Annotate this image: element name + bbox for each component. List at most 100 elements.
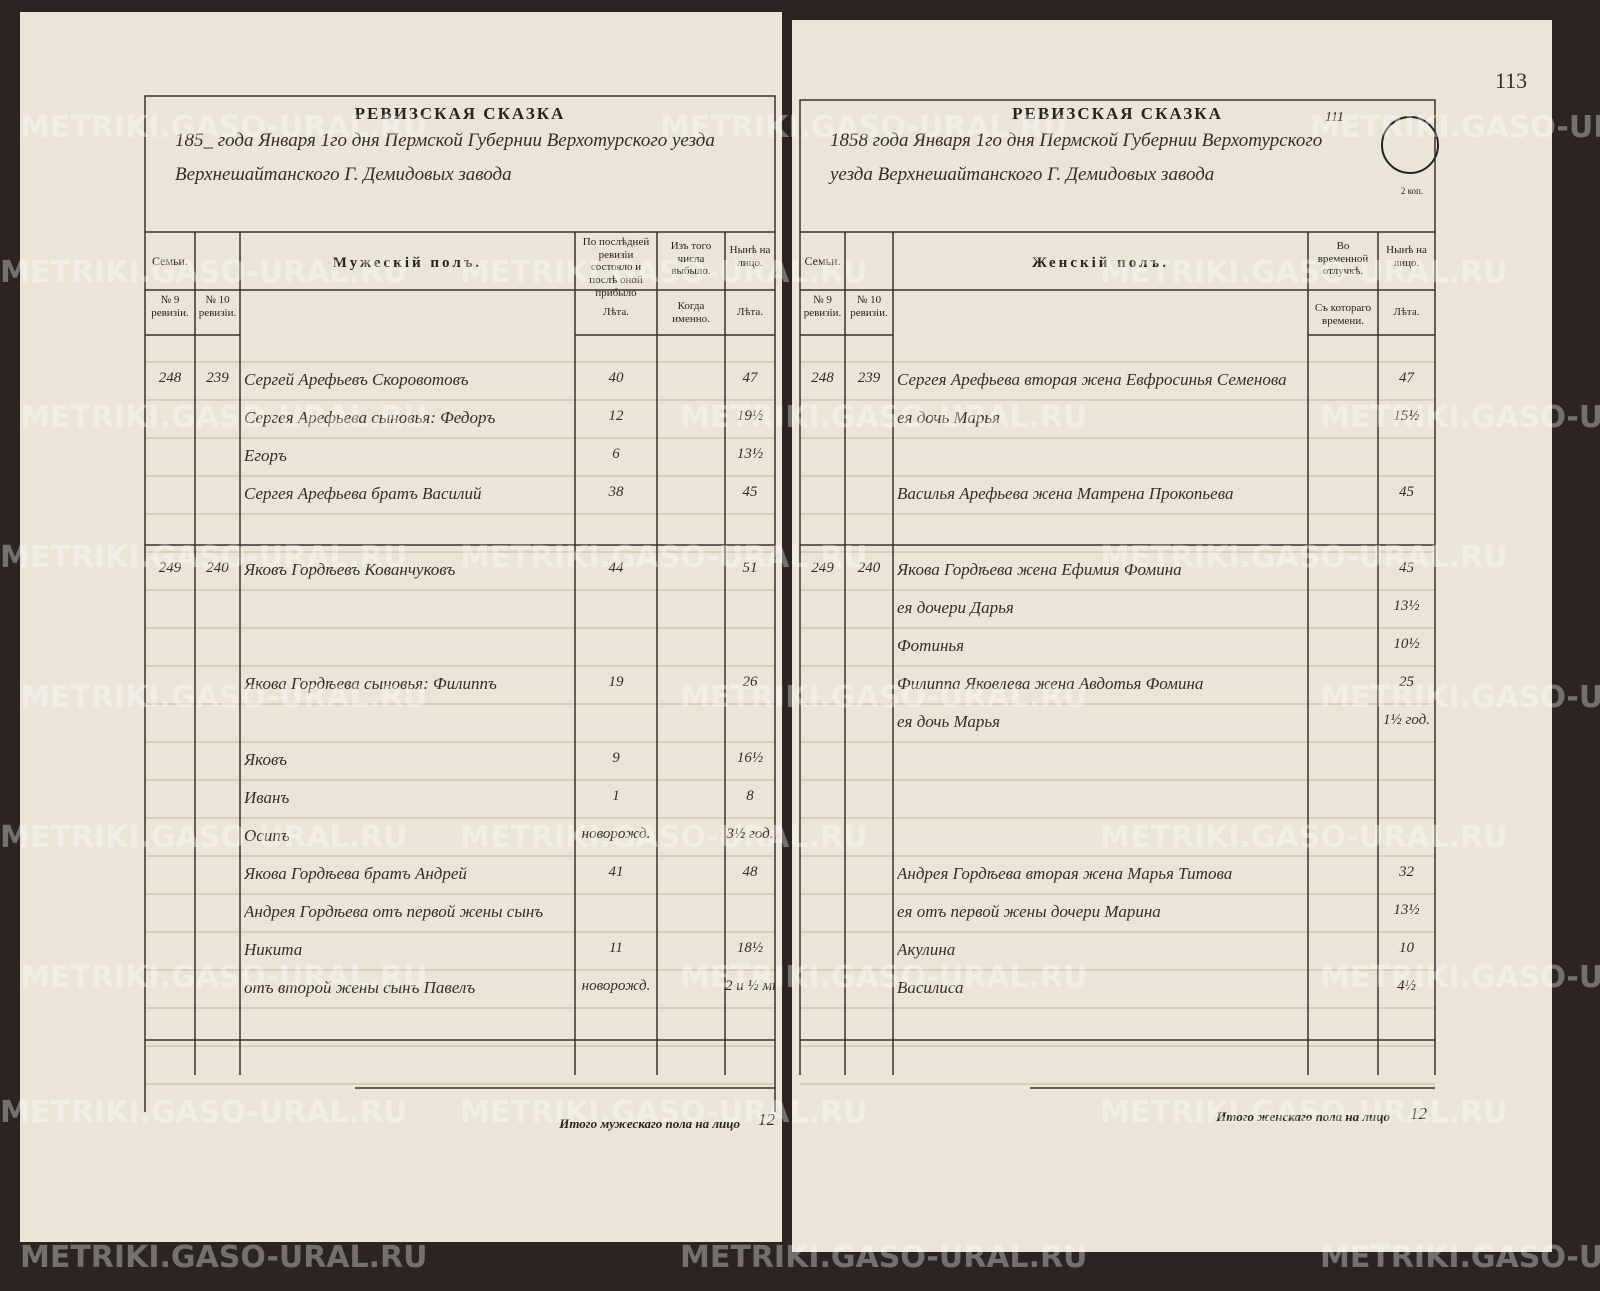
cell-age-now: 47 [1399, 370, 1414, 386]
cell-age-last: новорожд. [581, 826, 651, 842]
cell-age-last: 9 [612, 750, 620, 766]
cell-name: Сергей Арефьевъ Скоровотовъ [244, 370, 469, 389]
archive-number: 113 [1495, 68, 1528, 93]
watermark: METRIKI.GASO-URAL.RU [20, 400, 428, 435]
cell-name: Якова Гордѣева братъ Андрей [244, 864, 467, 883]
cell-age-now: 16½ [736, 750, 764, 766]
cell-name: Никита [244, 940, 303, 959]
header: По послѣдней ревизіи состояло и послѣ он… [582, 236, 650, 299]
left-page [20, 12, 782, 1242]
header: Нынѣ на лицо. [729, 244, 771, 269]
watermark: METRIKI.GASO-URAL.RU [1320, 960, 1600, 995]
cell-family-9: 249 [811, 560, 834, 576]
watermark: METRIKI.GASO-URAL.RU [1100, 820, 1508, 855]
cell-name: Якова Гордѣева сыновья: Филиппъ [244, 674, 497, 693]
cell-age-now: 47 [742, 370, 758, 386]
watermark: METRIKI.GASO-URAL.RU [1320, 680, 1600, 715]
eagle-stamp [1381, 116, 1439, 174]
cell-age-now: 48 [742, 864, 758, 880]
cell-age-now: 13½ [1393, 902, 1420, 918]
watermark: METRIKI.GASO-URAL.RU [1310, 110, 1600, 145]
cell-name: ея дочь Марья [897, 408, 1001, 427]
header: Изъ того числа выбыло. [670, 240, 712, 278]
cell-age-now: 10½ [1393, 636, 1420, 652]
cell-name: отъ второй жены сынъ Павелъ [244, 978, 476, 997]
watermark: METRIKI.GASO-URAL.RU [0, 820, 408, 855]
header: Семьи. [152, 254, 188, 268]
title: РЕВИЗСКАЯ СКАЗКА [1012, 104, 1223, 123]
cell-age-now: 10 [1399, 940, 1414, 956]
header: Женскій полъ. [1031, 255, 1170, 271]
cell-family-10: 240 [857, 560, 881, 576]
cell-age-last: новорожд. [581, 978, 651, 994]
cell-family-10: 239 [857, 370, 881, 386]
cell-name: ея отъ первой жены дочери Марина [897, 902, 1161, 921]
cell-name: Яковъ Гордѣевъ Кованчуковъ [244, 560, 456, 579]
watermark: METRIKI.GASO-URAL.RU [1100, 1095, 1508, 1130]
cell-age-now: 3½ год. [726, 826, 774, 842]
cell-age-now: 32 [1399, 864, 1414, 880]
cell-name: ея дочь Марья [897, 712, 1001, 731]
watermark: METRIKI.GASO-URAL.RU [1100, 540, 1508, 575]
cell-age-now: 45 [1399, 484, 1414, 500]
cell-age-last: 19 [608, 674, 624, 690]
cell-age-now: 13½ [736, 446, 764, 462]
cell-age-now: 19½ [736, 408, 764, 424]
cell-name: Андрея Гордѣева отъ первой жены сынъ [244, 902, 544, 921]
cell-name: Андрея Гордѣева вторая жена Марья Титова [897, 864, 1233, 883]
cell-age-now: 18½ [736, 940, 764, 956]
watermark: METRIKI.GASO-URAL.RU [680, 960, 1088, 995]
cell-name: Фотинья [897, 636, 965, 655]
cell-name: Василиса [897, 978, 964, 997]
header: Семьи. [804, 254, 841, 268]
cell-family-10: 240 [206, 560, 229, 576]
header: Лѣта. [1393, 306, 1420, 318]
watermark: METRIKI.GASO-URAL.RU [680, 1240, 1088, 1275]
cell-age-last: 6 [612, 446, 620, 462]
watermark: METRIKI.GASO-URAL.RU [460, 255, 868, 290]
watermark: METRIKI.GASO-URAL.RU [460, 1095, 868, 1130]
cell-name: ея дочери Дарья [897, 598, 1014, 617]
cell-age-now: 1½ год. [1383, 712, 1430, 728]
cell-age-now: 45 [742, 484, 758, 500]
watermark: METRIKI.GASO-URAL.RU [0, 1095, 408, 1130]
header: Нынѣ на лицо. [1386, 244, 1427, 269]
cell-age-now: 13½ [1393, 598, 1420, 614]
cell-family-9: 249 [158, 560, 182, 576]
cell-name: Яковъ [244, 750, 287, 769]
cell-name: Василья Арефьева жена Матрена Прокопьева [897, 484, 1234, 503]
total-label: Итого мужескаго пола на лицо [559, 1116, 740, 1131]
cell-name: Сергея Арефьева братъ Василий [244, 484, 482, 503]
header: № 9 ревизіи. [803, 294, 842, 319]
cell-name: Егоръ [244, 446, 287, 465]
cell-family-9: 248 [158, 370, 182, 386]
cell-name: Якова Гордѣева жена Ефимия Фомина [897, 560, 1182, 579]
header: Лѣта. [736, 306, 763, 318]
cell-name: Иванъ [244, 788, 290, 807]
cell-age-now: 4½ [1397, 978, 1416, 994]
header: № 10 ревизіи. [198, 294, 237, 319]
watermark: METRIKI.GASO-URAL.RU [660, 110, 1068, 145]
cell-age-last: 1 [612, 788, 620, 804]
cell-name: Сергея Арефьева вторая жена Евфросинья С… [897, 370, 1287, 389]
cell-age-now: 45 [1399, 560, 1414, 576]
cell-name: Филиппа Яковлева жена Авдотья Фомина [897, 674, 1204, 693]
date-line: 185_ года Января 1го дня Пермской Губерн… [175, 130, 715, 185]
total: 12 [758, 1110, 775, 1129]
header: Лѣта. [602, 306, 629, 318]
watermark: METRIKI.GASO-URAL.RU [20, 680, 428, 715]
header: Когда именно. [672, 300, 710, 325]
cell-family-9: 248 [811, 370, 834, 386]
header: Съ котораго времени. [1314, 302, 1372, 327]
cell-age-now: 15½ [1393, 408, 1420, 424]
cell-name: Осипъ [244, 826, 290, 845]
cell-age-now: 8 [746, 788, 754, 804]
cell-age-now: 26 [742, 674, 758, 690]
header: № 10 ревизіи. [850, 294, 888, 319]
watermark: METRIKI.GASO-URAL.RU [680, 400, 1088, 435]
cell-family-10: 239 [206, 370, 229, 386]
watermark: METRIKI.GASO-URAL.RU [460, 820, 868, 855]
page-number: 111 [1325, 110, 1344, 125]
watermark: METRIKI.GASO-URAL.RU [680, 680, 1088, 715]
